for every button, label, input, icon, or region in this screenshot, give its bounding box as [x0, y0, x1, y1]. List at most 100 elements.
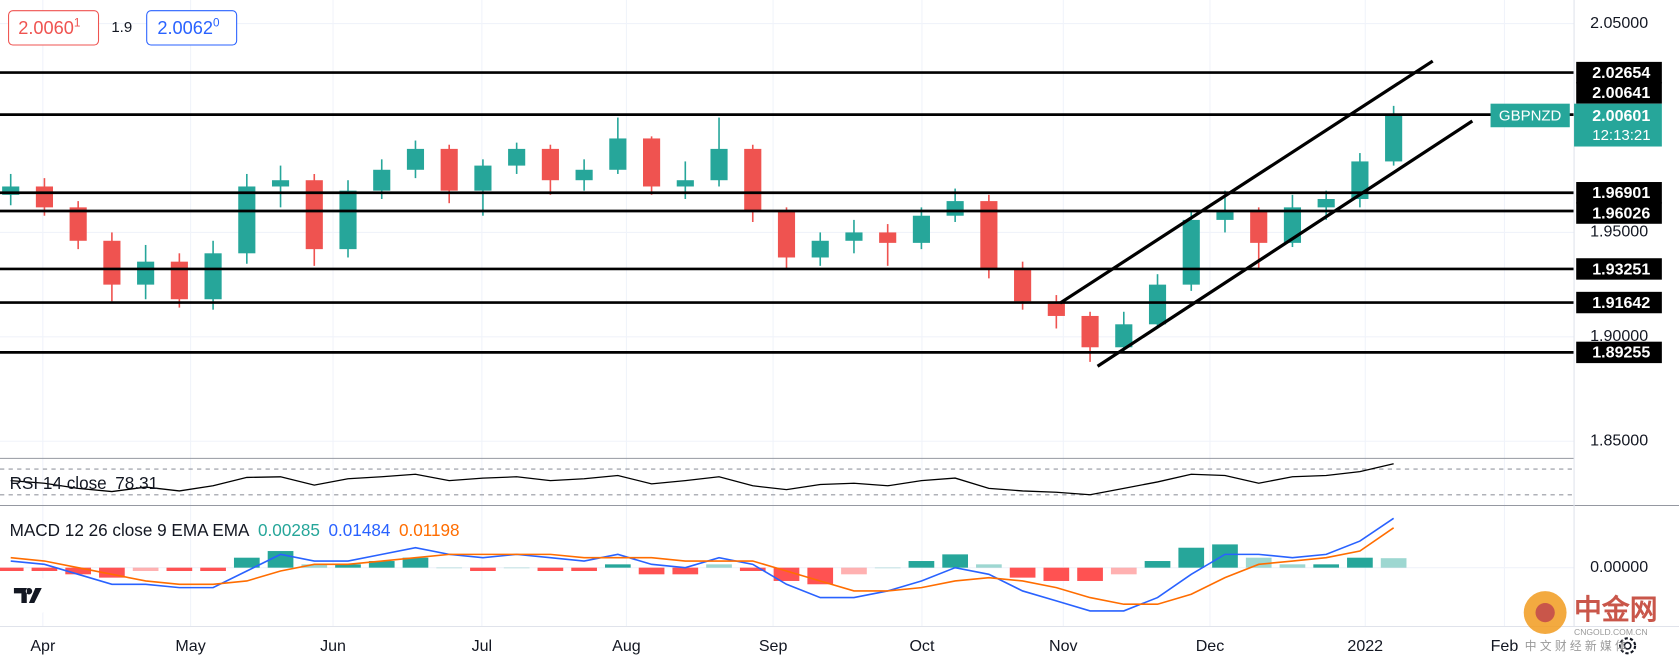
x-tick-label: Jul [472, 637, 493, 655]
candle-body [744, 148, 762, 212]
level-label-box [1576, 82, 1662, 104]
candle-body [2, 186, 20, 195]
candle-body [1115, 324, 1133, 348]
y-tick-label: 2.05000 [1590, 14, 1648, 32]
x-tick-label: Dec [1196, 637, 1225, 655]
candle-body [1283, 207, 1302, 243]
price-label: 2.00601 [1592, 107, 1650, 125]
macd-histogram-bar [773, 567, 800, 581]
plot [0, 59, 1575, 612]
macd-histogram-bar [1144, 561, 1171, 568]
macd-value: 0.01484 [328, 520, 390, 540]
candle-body [440, 148, 458, 191]
x-tick-label: Sep [759, 637, 788, 655]
macd-histogram-bar [739, 567, 766, 571]
macd-histogram-bar [571, 567, 597, 571]
x-tick-label: Feb [1491, 637, 1519, 655]
ask-pip: 0 [213, 17, 220, 30]
macd-histogram-bar [1380, 558, 1407, 568]
macd-histogram-bar [0, 567, 24, 571]
macd-histogram-bar [503, 567, 530, 569]
watermark-site: CNGOLD.COM.CN [1574, 627, 1648, 637]
y-tick-label: 1.95000 [1590, 223, 1648, 241]
candle-body [170, 261, 188, 300]
candle-body [339, 190, 357, 250]
candle-body [609, 138, 627, 170]
candle-body [1047, 301, 1065, 316]
x-tick-label: Apr [30, 637, 56, 655]
y-tick-label: 0.00000 [1590, 558, 1648, 576]
candle-body [643, 138, 661, 187]
logo-circle [8, 574, 52, 617]
candle-body [1351, 161, 1369, 200]
price-box [1574, 103, 1662, 147]
macd-histogram-bar [1178, 547, 1205, 568]
bid-price: 2.00601 [18, 17, 80, 38]
watermark: 中金网 CNGOLD.COM.CN 中 文 财 经 新 媒 体 [1523, 591, 1658, 653]
symbol-label: GBPNZD [1499, 107, 1562, 124]
macd-histogram-value: 0.00285 [258, 520, 320, 540]
candle-body [238, 186, 256, 254]
candle-body [508, 148, 526, 166]
macd-histogram-bar [132, 567, 159, 571]
watermark-name: 中金网 [1574, 594, 1657, 625]
macd-title: MACD 12 26 close 9 EMA EMA [10, 520, 250, 540]
macd-histogram-bar [841, 567, 867, 575]
level-label: 1.96901 [1592, 184, 1650, 202]
candle-body [137, 261, 155, 285]
ask-box[interactable] [146, 10, 238, 46]
candle-body [946, 201, 964, 216]
x-tick-label: Aug [612, 637, 641, 655]
rsi-line [10, 463, 1394, 496]
macd-histogram-bar [976, 564, 1002, 568]
candle-body [980, 201, 998, 271]
level-label: 1.93251 [1592, 260, 1650, 278]
candle-body [271, 180, 290, 187]
candle-body [777, 211, 796, 258]
tradingview-logo[interactable] [8, 574, 52, 617]
candle-body [1014, 270, 1032, 302]
bid-box[interactable] [8, 10, 100, 46]
macd-histogram-bar [604, 564, 631, 568]
level-label-box [1576, 341, 1662, 364]
x-tick-label: Oct [909, 637, 935, 655]
level-label: 1.91642 [1592, 294, 1650, 312]
countdown-label: 12:13:21 [1592, 127, 1650, 144]
gear [1619, 637, 1637, 655]
gear-center [1623, 641, 1632, 650]
candle-body [35, 186, 54, 208]
y-tick-label: 1.90000 [1590, 327, 1648, 345]
macd-line [10, 517, 1395, 612]
watermark-slogan: 中 文 财 经 新 媒 体 [1525, 639, 1627, 653]
level-label: 2.02654 [1592, 64, 1650, 82]
settings-icon[interactable] [1619, 637, 1637, 655]
level-label-box [1576, 182, 1662, 204]
candle-body [406, 148, 425, 170]
candle-body [1385, 115, 1403, 162]
macd-histogram-bar [31, 567, 58, 571]
macd-histogram-bar [942, 554, 968, 568]
candle-body [1250, 211, 1268, 243]
rsi-value: 78.31 [115, 473, 158, 493]
level-label-box [1576, 202, 1662, 224]
channel-lower [1096, 119, 1474, 368]
macd-histogram-bar [874, 567, 901, 569]
macd-histogram-bar [301, 564, 328, 568]
candle-body [879, 232, 897, 243]
macd-histogram-bar [166, 567, 193, 571]
candle-body [1148, 284, 1167, 325]
macd-histogram-bar [908, 561, 935, 568]
x-tick-label: May [175, 637, 205, 655]
channel-upper [1059, 59, 1434, 305]
candle-body [1182, 219, 1200, 285]
symbol-box [1490, 103, 1570, 128]
candle-body [1081, 315, 1099, 348]
candle-body [575, 169, 593, 181]
ask-price: 2.00620 [157, 17, 220, 38]
logo-glyph [13, 587, 42, 603]
rsi-legend: RSI 14 close 78.31 [10, 473, 159, 493]
candle-body [912, 215, 930, 243]
candle-body [845, 232, 863, 241]
